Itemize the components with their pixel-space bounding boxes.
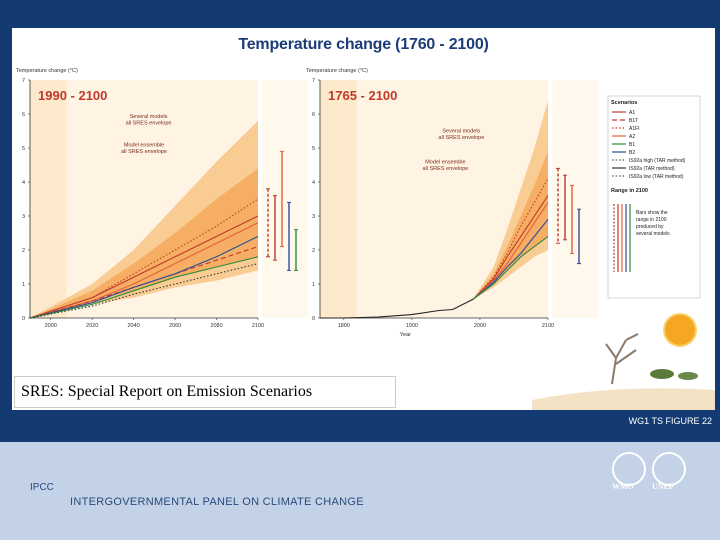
legend-label: B1 — [629, 142, 635, 148]
series-line-b2 — [29, 235, 259, 319]
range-strip — [262, 80, 308, 318]
series-line-a2 — [472, 202, 549, 300]
footer-band — [0, 442, 720, 540]
annotation: Several models all SRES envelope — [126, 114, 172, 127]
annotation: Model ensemble all SRES envelope — [422, 159, 468, 172]
title-background — [30, 80, 67, 318]
legend-title: Scenarios — [611, 100, 637, 106]
legend-label: IS92a (TAR method) — [629, 166, 675, 172]
panel-title: 1990 - 2100 — [38, 88, 107, 103]
legend-range-note: produced by — [636, 224, 664, 230]
legend-label: B2 — [629, 150, 635, 156]
y-tick-label: 0 — [22, 316, 25, 322]
series-line-b1 — [29, 256, 259, 319]
footer-org-short: IPCC — [30, 482, 54, 493]
y-tick-label: 5 — [312, 146, 315, 152]
panel-title: 1765 - 2100 — [328, 88, 397, 103]
legend-label: B1T — [629, 118, 638, 124]
series-line-a1 — [29, 215, 259, 319]
legend-range-note: range in 2100 — [636, 217, 667, 223]
y-tick-label: 5 — [22, 146, 25, 152]
wmo-logo-label: WMO — [612, 482, 634, 491]
x-tick-label: 1800 — [338, 323, 350, 329]
landscape-illustration — [532, 313, 715, 410]
legend-range-note: Bars show the — [636, 210, 668, 216]
y-tick-label: 1 — [312, 282, 315, 288]
series-line-is92a — [29, 263, 259, 319]
legend-label: IS92a high (TAR method) — [629, 158, 686, 164]
legend-box — [607, 95, 701, 299]
y-tick-label: 3 — [312, 214, 315, 220]
envelope-inner — [30, 168, 258, 318]
x-axis-label: Year — [400, 332, 411, 338]
plot-area — [320, 80, 548, 318]
y-tick-label: 3 — [22, 214, 25, 220]
figure-reference: WG1 TS FIGURE 22 — [628, 416, 712, 426]
series-line-historical — [320, 298, 474, 319]
y-tick-label: 2 — [22, 248, 25, 254]
annotation: Several models all SRES envelope — [438, 128, 484, 141]
x-tick-label: 2100 — [252, 323, 264, 329]
series-line-b1 — [472, 235, 549, 300]
caption-box: SRES: Special Report on Emission Scenari… — [14, 376, 396, 408]
tree-icon — [605, 333, 639, 385]
y-axis-label: Temperature change (°C) — [16, 68, 78, 74]
wmo-logo-icon — [612, 452, 646, 486]
y-tick-label: 1 — [22, 282, 25, 288]
x-tick-label: 2040 — [128, 323, 140, 329]
y-axis-label: Temperature change (°C) — [306, 68, 368, 74]
y-tick-label: 0 — [312, 316, 315, 322]
y-tick-label: 4 — [22, 180, 25, 186]
x-tick-label: 1900 — [406, 323, 418, 329]
unep-logo-label: UNEP — [652, 482, 674, 491]
x-tick-label: 2100 — [542, 323, 554, 329]
unep-logo-icon — [652, 452, 686, 486]
chart-panel-1990-2100: 0 1 2 3 4 5 6 7 2000 2020 2040 2060 2080 2100 Temperat… — [16, 68, 308, 329]
series-line-b2 — [472, 219, 549, 300]
y-tick-label: 6 — [22, 112, 25, 118]
y-tick-label: 6 — [312, 112, 315, 118]
scenario-legend: Scenarios A1 B1T A1FI A2 B1 B2 IS92a high (TAR … — [607, 95, 701, 299]
ground-icon — [532, 388, 715, 410]
x-tick-label: 2000 — [45, 323, 57, 329]
legend-label: A2 — [629, 134, 635, 140]
y-tick-label: 2 — [312, 248, 315, 254]
legend-label: IS92a low (TAR method) — [629, 174, 684, 180]
footer-org-full: INTERGOVERNMENTAL PANEL ON CLIMATE CHANG… — [70, 496, 364, 508]
range-strip — [552, 80, 598, 318]
temperature-charts: 0 1 2 3 4 5 6 7 2000 2020 2040 2060 2080 2100 Temperat… — [16, 68, 715, 410]
series-line-a2 — [29, 222, 259, 319]
chart-panel-1765-2100: 0 1 2 3 4 5 6 7 1800 1900 2000 2100 Temperature chan… — [306, 68, 598, 338]
x-tick-label: 2000 — [474, 323, 486, 329]
y-tick-label: 7 — [22, 78, 25, 84]
legend-range-title: Range in 2100 — [611, 188, 648, 194]
figure-title: Temperature change (1760 - 2100) — [238, 36, 489, 53]
x-tick-label: 2020 — [86, 323, 98, 329]
x-tick-label: 2060 — [169, 323, 181, 329]
legend-label: A1 — [629, 110, 635, 116]
y-tick-label: 4 — [312, 180, 315, 186]
legend-label: A1FI — [629, 126, 640, 132]
series-line-a1 — [472, 195, 549, 300]
legend-range-note: several models — [636, 231, 670, 237]
sun-icon — [663, 313, 697, 347]
annotation: Model ensemble all SRES envelope — [121, 143, 167, 156]
series-line-a1fi — [472, 178, 549, 300]
bush-icon — [678, 372, 698, 380]
title-background — [320, 80, 357, 318]
y-tick-label: 7 — [312, 78, 315, 84]
bush-icon — [650, 369, 674, 379]
figure-panel: Temperature change (1760 - 2100) 0 1 2 3 4 5 6… — [12, 28, 715, 410]
x-tick-label: 2080 — [210, 323, 222, 329]
series-line-a1fi — [29, 198, 259, 319]
